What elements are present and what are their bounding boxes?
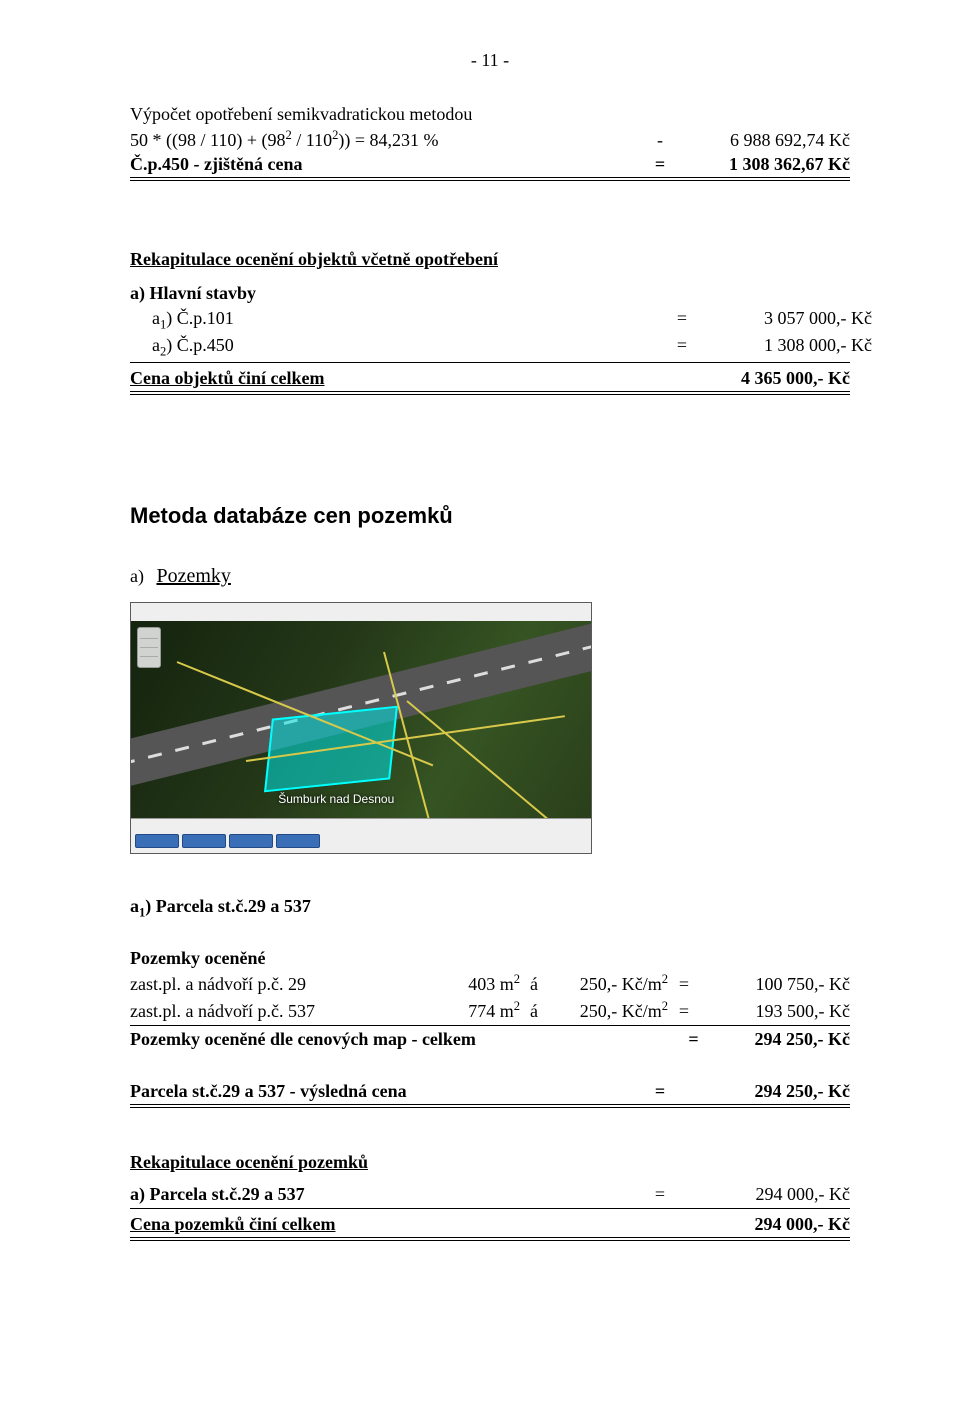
depr-heading: Výpočet opotřebení semikvadratickou meto… bbox=[130, 102, 850, 126]
poz-total-row: Cena pozemků činí celkem 294 000,- Kč bbox=[130, 1212, 850, 1236]
map-zoom-control[interactable] bbox=[137, 627, 161, 668]
recap-poz-label: a) Parcela st.č.29 a 537 bbox=[130, 1182, 640, 1206]
parcel-result-label: Parcela st.č.29 a 537 - výsledná cena bbox=[130, 1079, 640, 1103]
recap-objects: Rekapitulace ocenění objektů včetně opot… bbox=[130, 247, 850, 395]
valued-qty: 403 m2 bbox=[430, 970, 520, 997]
ol-letter: a) bbox=[130, 566, 144, 586]
recap-row: a2) Č.p.450=1 308 000,- Kč bbox=[130, 333, 872, 361]
recap-poz-heading: Rekapitulace ocenění pozemků bbox=[130, 1150, 850, 1174]
valued-rate: 250,- Kč/m2 bbox=[548, 997, 668, 1024]
valued-name: zast.pl. a nádvoří p.č. 29 bbox=[130, 970, 430, 997]
valued-row: zast.pl. a nádvoří p.č. 29403 m2á250,- K… bbox=[130, 970, 850, 997]
depr-formula: 50 * ((98 / 110) + (982 / 1102)) = 84,23… bbox=[130, 127, 640, 152]
recap-a-heading: a) Hlavní stavby bbox=[130, 281, 850, 305]
cp450-label: Č.p.450 - zjištěná cena bbox=[130, 152, 640, 176]
map-footer-bar bbox=[131, 818, 591, 853]
recap-row-label: a1) Č.p.101 bbox=[152, 306, 662, 334]
ol-text: Pozemky bbox=[156, 565, 230, 587]
rule bbox=[130, 177, 850, 178]
parcel-result-value: 294 250,- Kč bbox=[680, 1079, 850, 1103]
rule bbox=[130, 1104, 850, 1105]
poz-total-value: 294 000,- Kč bbox=[680, 1212, 850, 1236]
depr-value: 6 988 692,74 Kč bbox=[680, 128, 850, 152]
map-place-label: Šumburk nad Desnou bbox=[278, 791, 394, 807]
plot-line bbox=[406, 700, 566, 835]
parcel-result-row: Parcela st.č.29 a 537 - výsledná cena = … bbox=[130, 1079, 850, 1103]
valued-a: á bbox=[520, 970, 548, 997]
map-header-bar bbox=[131, 603, 591, 622]
depr-formula-row: 50 * ((98 / 110) + (982 / 1102)) = 84,23… bbox=[130, 127, 850, 152]
eq-sign: = bbox=[662, 306, 702, 330]
obj-total-value: 4 365 000,- Kč bbox=[680, 366, 850, 390]
cp450-value: 1 308 362,67 Kč bbox=[680, 152, 850, 176]
eq-sign: = bbox=[640, 1079, 680, 1103]
valued-qty: 774 m2 bbox=[430, 997, 520, 1024]
obj-total-row: Cena objektů činí celkem 4 365 000,- Kč bbox=[130, 366, 850, 390]
obj-total-label: Cena objektů činí celkem bbox=[130, 366, 640, 390]
poz-total-label: Cena pozemků činí celkem bbox=[130, 1212, 640, 1236]
depreciation-block: Výpočet opotřebení semikvadratickou meto… bbox=[130, 102, 850, 181]
valued-val: 193 500,- Kč bbox=[700, 997, 850, 1024]
recap-row-value: 1 308 000,- Kč bbox=[702, 333, 872, 357]
eq-sign: = bbox=[640, 152, 680, 176]
recap-row: a1) Č.p.101=3 057 000,- Kč bbox=[130, 306, 872, 334]
map-thumbnail: Šumburk nad Desnou bbox=[130, 602, 592, 854]
valued-a: á bbox=[520, 997, 548, 1024]
eq-sign: = bbox=[668, 970, 700, 997]
valued-heading: Pozemky oceněné bbox=[130, 946, 850, 970]
recap-row-label: a2) Č.p.450 bbox=[152, 333, 662, 361]
valued-row: zast.pl. a nádvoří p.č. 537774 m2á250,- … bbox=[130, 997, 850, 1024]
parcel-heading: a1) Parcela st.č.29 a 537 bbox=[130, 894, 850, 922]
valued-total-row: Pozemky oceněné dle cenových map - celke… bbox=[130, 1026, 850, 1052]
valued-table: zast.pl. a nádvoří p.č. 29403 m2á250,- K… bbox=[130, 970, 850, 1025]
eq-sign: = bbox=[662, 333, 702, 357]
rule bbox=[130, 1240, 850, 1241]
valued-total-label: Pozemky oceněné dle cenových map - celke… bbox=[130, 1026, 476, 1052]
recap-obj-heading: Rekapitulace ocenění objektů včetně opot… bbox=[130, 247, 850, 271]
eq-sign: = bbox=[640, 1182, 680, 1206]
rule bbox=[130, 394, 850, 395]
rule bbox=[130, 1237, 850, 1238]
ordered-item-a: a) Pozemky bbox=[130, 563, 850, 590]
rule bbox=[130, 391, 850, 392]
valued-name: zast.pl. a nádvoří p.č. 537 bbox=[130, 997, 430, 1024]
map-footer-buttons[interactable] bbox=[135, 834, 320, 848]
eq-sign: = bbox=[679, 1026, 708, 1052]
recap-poz-row: a) Parcela st.č.29 a 537 = 294 000,- Kč bbox=[130, 1182, 850, 1206]
valued-val: 100 750,- Kč bbox=[700, 970, 850, 997]
cp450-row: Č.p.450 - zjištěná cena = 1 308 362,67 K… bbox=[130, 152, 850, 176]
recap-poz-value: 294 000,- Kč bbox=[680, 1182, 850, 1206]
eq-sign: = bbox=[668, 997, 700, 1024]
valued-total-value: 294 250,- Kč bbox=[708, 1026, 850, 1052]
method-heading: Metoda databáze cen pozemků bbox=[130, 501, 850, 531]
minus-sign: - bbox=[640, 128, 680, 152]
recap-row-value: 3 057 000,- Kč bbox=[702, 306, 872, 330]
rule bbox=[130, 180, 850, 181]
valued-rate: 250,- Kč/m2 bbox=[548, 970, 668, 997]
page-number: - 11 - bbox=[130, 48, 850, 72]
map-body: Šumburk nad Desnou bbox=[131, 621, 591, 819]
